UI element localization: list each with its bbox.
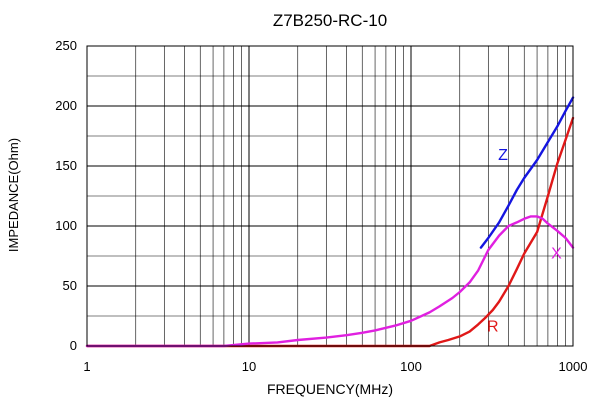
y-tick-label: 150 — [55, 158, 77, 173]
y-tick-label: 200 — [55, 98, 77, 113]
series-annotations: Z R X — [487, 147, 562, 336]
x-tick-label: 100 — [400, 359, 422, 374]
plot-frame — [86, 45, 574, 347]
y-tick-label: 50 — [63, 278, 77, 293]
minor-grid — [87, 46, 573, 346]
series-label-x: X — [551, 245, 562, 262]
x-tick-label: 10 — [242, 359, 256, 374]
y-tick-label: 100 — [55, 218, 77, 233]
x-axis-label: FREQUENCY(MHz) — [267, 381, 393, 397]
y-tick-labels: 0 50 100 150 200 250 — [55, 38, 77, 353]
y-tick-label: 250 — [55, 38, 77, 53]
series-layer — [85, 96, 575, 348]
series-line-x — [85, 215, 575, 348]
x-tick-label: 1 — [83, 359, 90, 374]
series-line-r — [85, 116, 575, 348]
x-tick-labels: 1 10 100 1000 — [83, 359, 587, 374]
series-line-z — [479, 96, 575, 249]
series-label-z: Z — [498, 147, 508, 164]
y-axis-label: IMPEDANCE(Ohm) — [6, 138, 21, 252]
chart-title: Z7B250-RC-10 — [273, 11, 387, 30]
x-tick-label: 1000 — [559, 359, 588, 374]
y-tick-label: 0 — [70, 338, 77, 353]
series-label-r: R — [487, 319, 499, 336]
